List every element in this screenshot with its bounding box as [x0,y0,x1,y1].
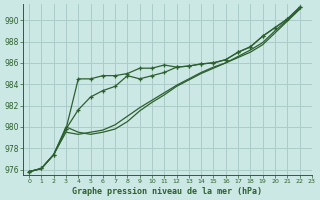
X-axis label: Graphe pression niveau de la mer (hPa): Graphe pression niveau de la mer (hPa) [72,187,262,196]
